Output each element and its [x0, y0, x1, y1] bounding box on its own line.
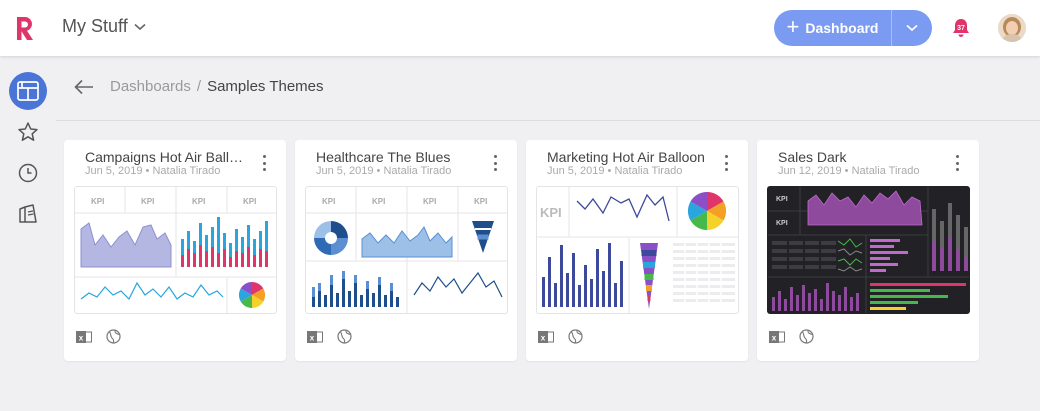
globe-icon[interactable] [799, 329, 814, 344]
back-arrow-icon[interactable] [74, 79, 94, 95]
bell-icon: 37 [953, 19, 969, 37]
globe-icon[interactable] [106, 329, 121, 344]
card-thumbnail[interactable]: KPI [536, 186, 739, 314]
globe-icon[interactable] [568, 329, 583, 344]
user-photo-icon [998, 14, 1026, 42]
thumbnail-preview: KPI KPI [768, 187, 969, 313]
kpi-label-3: KPI [192, 197, 205, 206]
card-meta: Jun 5, 2019 • Natalia Tirado [547, 165, 683, 177]
card-menu-button[interactable] [489, 154, 501, 172]
sidebar-item-dashboards[interactable] [9, 72, 47, 110]
card-footer: x [76, 329, 121, 344]
excel-icon[interactable]: x [538, 330, 554, 344]
card-footer: x [769, 329, 814, 344]
kpi-label: KPI [540, 205, 562, 220]
card-meta: Jun 5, 2019 • Natalia Tirado [85, 165, 221, 177]
kpi-label-1: KPI [322, 197, 335, 206]
new-dashboard-button[interactable]: + Dashboard [774, 10, 892, 46]
svg-text:x: x [541, 333, 546, 342]
card-meta: Jun 5, 2019 • Natalia Tirado [316, 165, 452, 177]
thumbnail-preview: KPI KPI KPI KPI [75, 187, 276, 313]
plus-icon: + [786, 14, 800, 39]
top-bar: My Stuff + Dashboard 37 [0, 0, 1040, 56]
card-menu-button[interactable] [258, 154, 270, 172]
sidebar-item-recent[interactable] [9, 154, 47, 192]
breadcrumb: Dashboards / Samples Themes [74, 78, 324, 95]
dashboard-card[interactable]: Campaigns Hot Air Balloon Jun 5, 2019 • … [64, 140, 286, 361]
notifications-button[interactable]: 37 [950, 17, 972, 39]
kpi-label-3: KPI [423, 197, 436, 206]
card-title: Sales Dark [778, 149, 847, 165]
card-meta: Jun 12, 2019 • Natalia Tirado [778, 165, 920, 177]
breadcrumb-current: Samples Themes [207, 78, 324, 95]
clock-icon [18, 163, 38, 183]
kpi-label-4: KPI [243, 197, 256, 206]
workspace-title: My Stuff [62, 16, 128, 36]
excel-icon[interactable]: x [769, 330, 785, 344]
user-avatar[interactable] [998, 14, 1026, 42]
workspace-selector[interactable]: My Stuff [62, 16, 146, 37]
excel-icon[interactable]: x [307, 330, 323, 344]
breadcrumb-parent[interactable]: Dashboards [110, 78, 191, 95]
kpi-label-2: KPI [372, 197, 385, 206]
dashboards-icon [17, 81, 39, 101]
kpi-label-1: KPI [776, 196, 788, 203]
breadcrumb-separator: / [196, 78, 202, 95]
dashboard-card[interactable]: Healthcare The Blues Jun 5, 2019 • Natal… [295, 140, 517, 361]
card-title: Campaigns Hot Air Balloon [85, 149, 245, 165]
card-footer: x [307, 329, 352, 344]
svg-text:x: x [772, 333, 777, 342]
kpi-label-4: KPI [474, 197, 487, 206]
card-menu-button[interactable] [951, 154, 963, 172]
sidebar-item-library[interactable] [9, 195, 47, 233]
kpi-label-2: KPI [776, 220, 788, 227]
sidebar-item-favorites[interactable] [9, 113, 47, 151]
card-title: Healthcare The Blues [316, 149, 451, 165]
new-dashboard-button-group: + Dashboard [774, 10, 932, 46]
excel-icon[interactable]: x [76, 330, 92, 344]
chevron-down-icon [906, 24, 918, 32]
thumbnail-preview: KPI KPI KPI KPI [306, 187, 507, 313]
dashboard-card[interactable]: Sales Dark Jun 12, 2019 • Natalia Tirado… [757, 140, 979, 361]
svg-text:x: x [310, 333, 315, 342]
library-icon [19, 204, 37, 223]
app-logo-icon[interactable] [14, 14, 36, 42]
kpi-label-2: KPI [141, 197, 154, 206]
card-title: Marketing Hot Air Balloon [547, 149, 705, 165]
card-thumbnail[interactable]: KPI KPI [767, 186, 970, 314]
svg-text:x: x [79, 333, 84, 342]
thumbnail-preview: KPI [537, 187, 738, 313]
new-dashboard-label: Dashboard [805, 20, 879, 36]
card-thumbnail[interactable]: KPI KPI KPI KPI [74, 186, 277, 314]
sidebar [0, 56, 56, 411]
star-icon [18, 122, 38, 141]
content-divider [56, 120, 1040, 121]
dashboard-card[interactable]: Marketing Hot Air Balloon Jun 5, 2019 • … [526, 140, 748, 361]
dashboard-options-button[interactable] [892, 10, 932, 46]
notification-count: 37 [957, 25, 965, 32]
card-thumbnail[interactable]: KPI KPI KPI KPI [305, 186, 508, 314]
globe-icon[interactable] [337, 329, 352, 344]
card-menu-button[interactable] [720, 154, 732, 172]
card-footer: x [538, 329, 583, 344]
chevron-down-icon [134, 23, 146, 30]
kpi-label-1: KPI [91, 197, 104, 206]
